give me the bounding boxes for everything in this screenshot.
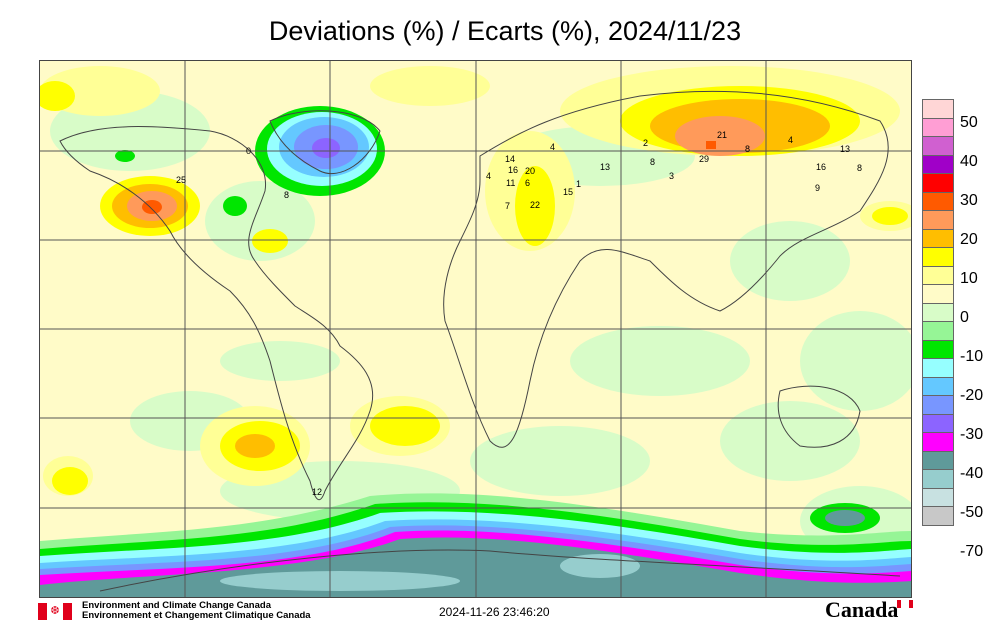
coastlines xyxy=(59,90,901,592)
station-label: 16 xyxy=(816,162,826,172)
canada-flag-icon: ❆ xyxy=(38,602,72,620)
legend-swatch xyxy=(922,487,954,507)
legend-swatch xyxy=(922,228,954,248)
station-label: 12 xyxy=(312,487,322,497)
station-label: 8 xyxy=(857,163,862,173)
legend-swatch xyxy=(922,395,954,415)
legend-swatch xyxy=(922,469,954,489)
legend-swatch xyxy=(922,136,954,156)
station-label: 8 xyxy=(650,157,655,167)
legend-swatch xyxy=(922,173,954,193)
legend-label: -30 xyxy=(960,426,984,443)
legend-swatch xyxy=(922,99,954,119)
legend-label: 0 xyxy=(960,309,969,326)
station-label: 15 xyxy=(563,187,573,197)
station-label: 8 xyxy=(745,144,750,154)
generated-timestamp: 2024-11-26 23:46:20 xyxy=(439,605,550,619)
legend-swatch xyxy=(922,117,954,137)
station-label: 11 xyxy=(506,178,515,188)
legend-swatch xyxy=(922,191,954,211)
legend-swatch xyxy=(922,210,954,230)
station-label: 4 xyxy=(486,171,491,181)
legend-swatch xyxy=(922,358,954,378)
legend-swatch xyxy=(922,321,954,341)
legend-label: 50 xyxy=(960,114,978,131)
contour-layer-pos30 xyxy=(142,141,716,214)
station-label: 13 xyxy=(600,162,610,172)
station-label: 4 xyxy=(550,142,555,152)
station-values: 0 25 8 4 14 16 20 11 13 4 2 8 3 21 29 8 … xyxy=(176,130,862,497)
legend-swatch xyxy=(922,339,954,359)
map-canvas: 0 25 8 4 14 16 20 11 13 4 2 8 3 21 29 8 … xyxy=(40,61,911,597)
legend-label: -50 xyxy=(960,504,984,521)
station-label: 21 xyxy=(717,130,727,140)
agency-name-fr: Environnement et Changement Climatique C… xyxy=(82,610,311,621)
station-label: 13 xyxy=(840,144,850,154)
legend-label: -70 xyxy=(960,543,984,560)
station-label: 0 xyxy=(246,146,251,156)
station-label: 8 xyxy=(284,190,289,200)
station-label: 9 xyxy=(815,183,820,193)
station-label: 25 xyxy=(176,175,186,185)
station-label: 3 xyxy=(669,171,674,181)
legend-swatch xyxy=(922,413,954,433)
legend-swatch xyxy=(922,265,954,285)
legend-label: -20 xyxy=(960,387,984,404)
legend-swatch xyxy=(922,376,954,396)
graticule xyxy=(40,61,911,597)
canada-wordmark: Canada xyxy=(825,597,899,622)
legend-swatch xyxy=(922,450,954,470)
agency-name-en: Environment and Climate Change Canada xyxy=(82,600,271,611)
legend-label: 40 xyxy=(960,153,978,170)
deviation-map[interactable]: 0 25 8 4 14 16 20 11 13 4 2 8 3 21 29 8 … xyxy=(39,60,912,598)
legend-swatch xyxy=(922,247,954,267)
legend-swatch xyxy=(922,506,954,526)
color-legend xyxy=(922,99,954,526)
station-label: 1 xyxy=(576,179,581,189)
legend-swatch xyxy=(922,432,954,452)
station-label: 4 xyxy=(788,135,793,145)
contour-layer-neg10 xyxy=(115,150,247,216)
station-label: 22 xyxy=(530,200,540,210)
station-label: 20 xyxy=(525,166,535,176)
legend-label: 30 xyxy=(960,192,978,209)
wordmark-flag-icon xyxy=(897,600,913,608)
legend-label: -10 xyxy=(960,348,984,365)
agency-name: Environment and Climate Change Canada En… xyxy=(82,601,311,621)
station-label: 16 xyxy=(508,165,518,175)
station-label: 6 xyxy=(525,178,530,188)
legend-label: 10 xyxy=(960,270,978,287)
agency-signature: ❆ Environment and Climate Change Canada … xyxy=(38,601,311,621)
station-label: 14 xyxy=(505,154,515,164)
legend-swatch xyxy=(922,302,954,322)
legend-label: -40 xyxy=(960,465,984,482)
station-label: 7 xyxy=(505,201,510,211)
station-label: 29 xyxy=(699,154,709,164)
legend-swatch xyxy=(922,284,954,304)
map-title: Deviations (%) / Ecarts (%), 2024/11/23 xyxy=(268,16,742,46)
legend-label: 20 xyxy=(960,231,978,248)
station-label: 2 xyxy=(643,138,648,148)
legend-swatch xyxy=(922,154,954,174)
